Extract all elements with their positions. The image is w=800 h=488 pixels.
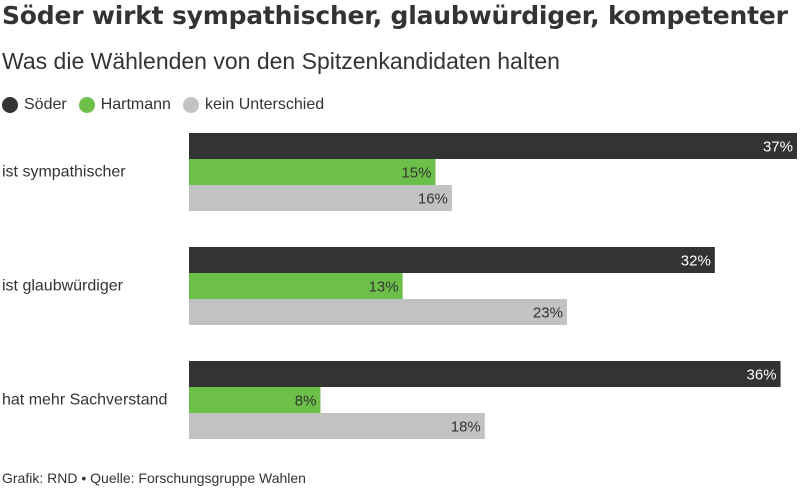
- legend-item: Hartmann: [78, 96, 171, 114]
- bar-value-label: 15%: [401, 165, 431, 182]
- bar: [189, 361, 781, 387]
- legend-label: Söder: [24, 96, 67, 113]
- category-label: ist sympathischer: [2, 164, 126, 181]
- bar-value-label: 23%: [533, 305, 563, 322]
- legend: Söder Hartmann kein Unterschied: [2, 94, 336, 116]
- bar-value-label: 37%: [763, 139, 793, 156]
- legend-swatch: [182, 97, 199, 113]
- bar-value-label: 18%: [451, 419, 481, 436]
- legend-swatch: [78, 97, 95, 113]
- legend-label: Hartmann: [100, 96, 171, 113]
- footer-source: Quelle: Forschungsgruppe Wahlen: [90, 470, 306, 486]
- category-label: ist glaubwürdiger: [2, 278, 124, 295]
- legend-label: kein Unterschied: [204, 96, 325, 113]
- bar: [189, 387, 321, 413]
- footer: Grafik: RND • Quelle: Forschungsgruppe W…: [2, 470, 306, 486]
- category-label: hat mehr Sachverstand: [2, 392, 167, 409]
- bar-value-label: 13%: [369, 279, 399, 296]
- chart-subtitle: Was die Wählenden von den Spitzenkandida…: [2, 48, 560, 74]
- bar: [189, 185, 452, 211]
- bar-value-label: 32%: [681, 253, 711, 270]
- bar-value-label: 36%: [747, 367, 777, 384]
- bar-value-label: 8%: [295, 393, 317, 410]
- bar-value-label: 16%: [418, 191, 448, 208]
- bar: [189, 133, 797, 159]
- footer-separator: •: [81, 470, 87, 486]
- bar: [189, 159, 436, 185]
- bar: [189, 247, 715, 273]
- bar: [189, 299, 567, 325]
- footer-credit: Grafik: RND: [2, 470, 78, 486]
- legend-item: kein Unterschied: [182, 96, 325, 114]
- bar-chart: ist sympathischer 37% 15% 16% ist glaubwürdi…: [2, 133, 797, 439]
- legend-item: Söder: [2, 96, 67, 114]
- legend-swatch: [2, 97, 18, 113]
- chart-title: Söder wirkt sympathischer, glaubwürdiger…: [2, 1, 788, 30]
- bar: [189, 413, 485, 439]
- bar: [189, 273, 403, 299]
